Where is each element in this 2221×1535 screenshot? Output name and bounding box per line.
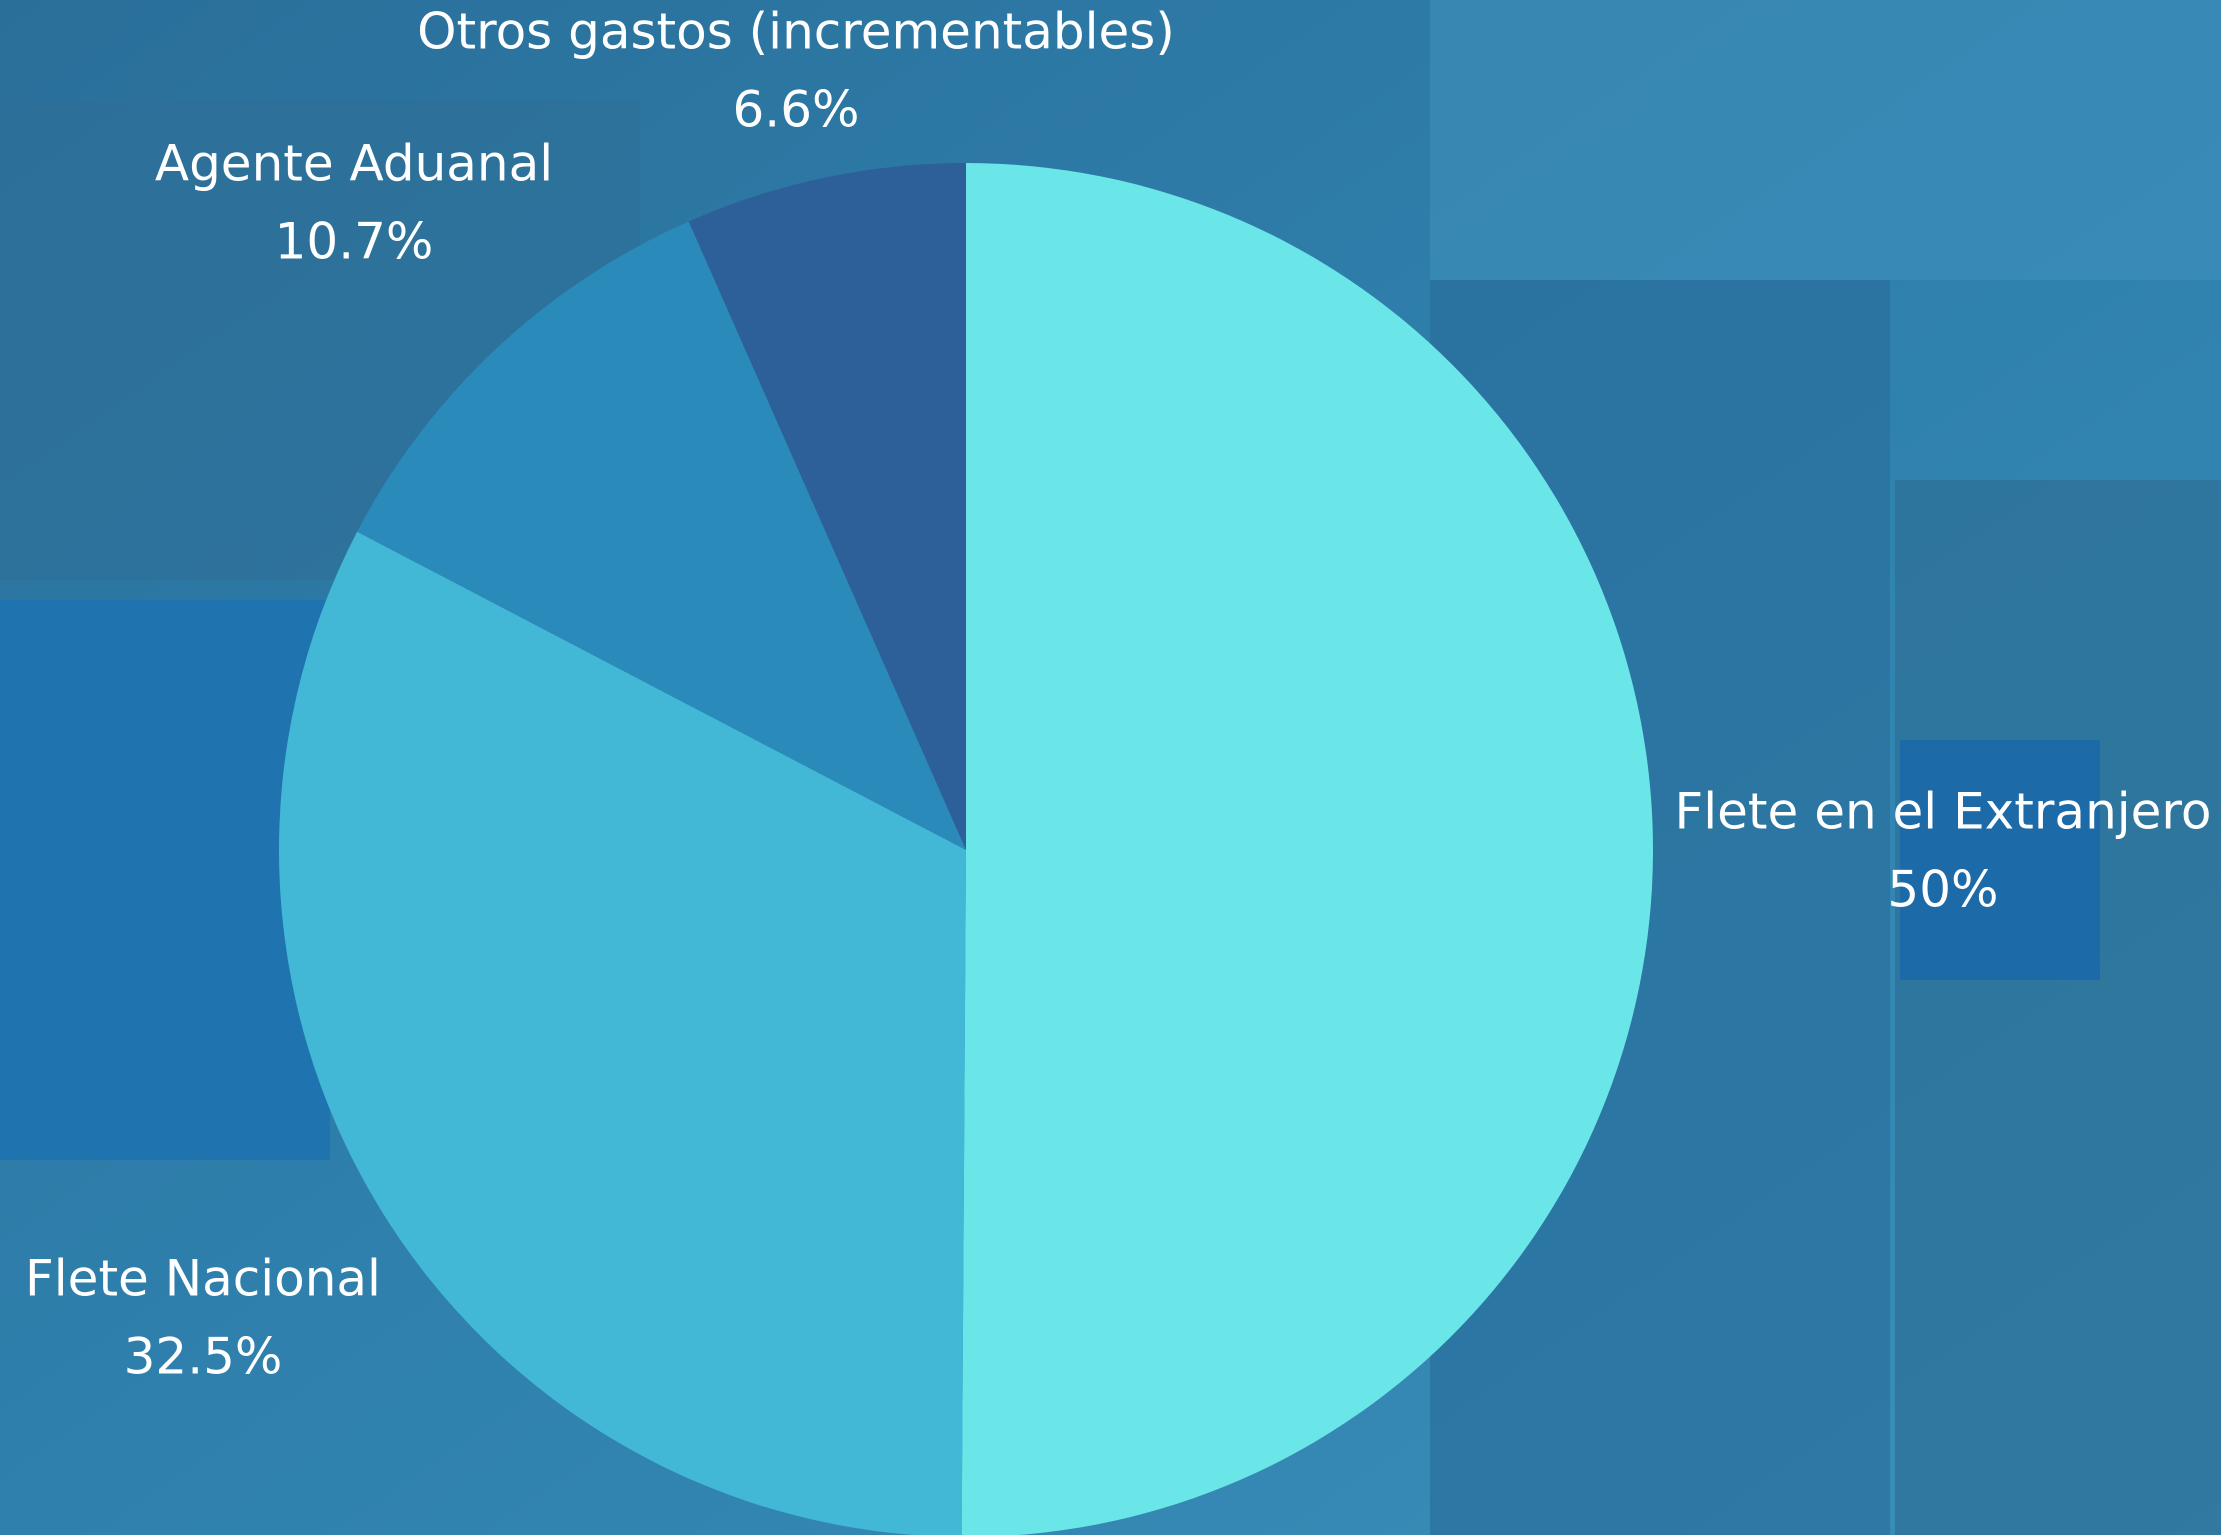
slice-value-label: 32.5% bbox=[124, 1328, 283, 1386]
sky bbox=[1430, 0, 2221, 280]
pie bbox=[279, 163, 1653, 1535]
slice-label: Agente Aduanal bbox=[155, 135, 553, 193]
slice-label: Flete Nacional bbox=[25, 1250, 381, 1308]
page: Flete en el Extranjero 50% Flete Nacional 3… bbox=[0, 0, 2221, 1535]
slice-value-label: 10.7% bbox=[275, 213, 434, 271]
slice-value-label: 50% bbox=[1887, 861, 1998, 919]
slice-label: Otros gastos (incrementables) bbox=[417, 3, 1175, 61]
slice-label: Flete en el Extranjero bbox=[1675, 783, 2212, 841]
slice-value-label: 6.6% bbox=[732, 81, 859, 139]
chart: Flete en el Extranjero 50% Flete Nacional 3… bbox=[0, 0, 2221, 1535]
container bbox=[1895, 480, 2221, 1535]
